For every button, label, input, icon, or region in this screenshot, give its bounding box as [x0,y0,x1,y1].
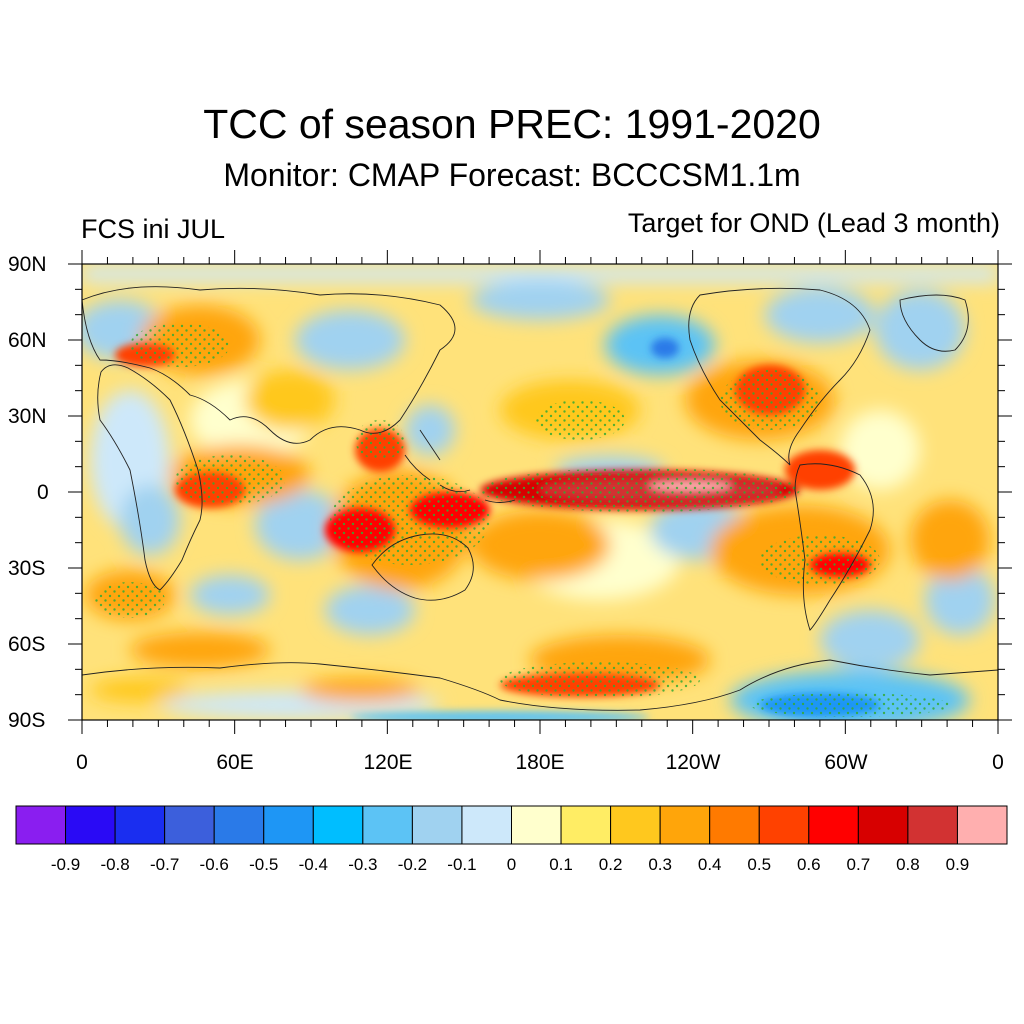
lon-label-120e: 120E [363,751,413,774]
lon-label-60w: 60W [824,751,868,774]
lon-label-0-east: 0 [992,751,1004,774]
colorbar-swatch [312,805,364,845]
colorbar-label: 0.9 [945,855,970,874]
colorbar-swatch [15,805,67,845]
colorbar-swatch [610,805,661,845]
colorbar-swatch [461,805,513,845]
lat-label-30n: 30N [8,405,47,428]
colorbar-swatch [857,805,909,845]
colorbar-swatch [560,805,612,845]
lat-label-90s: 90S [8,709,46,732]
colorbar-swatch [709,805,760,845]
colorbar-swatch [263,805,314,845]
colorbar-swatch [114,805,166,845]
colorbar-label: -0.8 [100,855,130,874]
correlation-field [82,264,998,720]
target-season-label: Target for OND (Lead 3 month) [627,208,1000,238]
lon-label-180e: 180E [515,751,565,774]
initialization-label: FCS ini JUL [81,214,226,244]
colorbar-swatch [164,805,215,845]
coastlines [82,286,998,711]
colorbar-label: -0.7 [149,855,180,874]
colorbar-swatch [362,805,413,845]
colorbar-label: -0.5 [249,855,279,874]
colorbar-label: 0.6 [796,855,821,874]
lon-label-120w: 120W [665,751,721,774]
colorbar-label: 0.1 [549,855,573,874]
colorbar-swatch [758,805,810,845]
colorbar-label: -0.4 [298,855,328,874]
colorbar-label: 0.4 [697,855,722,874]
colorbar-label: 0.2 [598,855,623,874]
colorbar-label: 0.3 [648,855,672,874]
map-title: TCC of season PREC: 1991-2020 [203,101,821,147]
axis-ticks [68,250,1012,734]
colorbar [15,805,1008,845]
lat-label-30s: 30S [8,557,46,580]
colorbar-label: -0.1 [447,855,477,874]
lat-label-equator: 0 [37,481,49,504]
colorbar-swatch [65,805,116,845]
colorbar-label: -0.2 [397,855,428,874]
colorbar-label: 0.8 [896,855,920,874]
colorbar-label: -0.9 [50,855,81,874]
lon-label-60e: 60E [216,751,254,774]
colorbar-label: -0.6 [199,855,229,874]
lon-label-0-west: 0 [76,751,88,774]
map-subtitle: Monitor: CMAP Forecast: BCCCSM1.1m [223,157,801,193]
colorbar-label: 0.7 [846,855,871,874]
lat-label-60s: 60S [8,633,46,656]
colorbar-swatch [808,805,859,845]
lat-label-60n: 60N [8,329,47,352]
colorbar-swatch [659,805,711,845]
colorbar-swatch [956,805,1008,845]
colorbar-swatch [907,805,958,845]
colorbar-swatch [511,805,562,845]
lat-label-90n: 90N [8,253,47,276]
colorbar-label: 0 [506,855,517,874]
colorbar-swatch [213,805,265,845]
colorbar-swatch [411,805,463,845]
colorbar-label: -0.3 [348,855,378,874]
significance-stippling [95,323,950,717]
colorbar-label: 0.5 [747,855,772,874]
